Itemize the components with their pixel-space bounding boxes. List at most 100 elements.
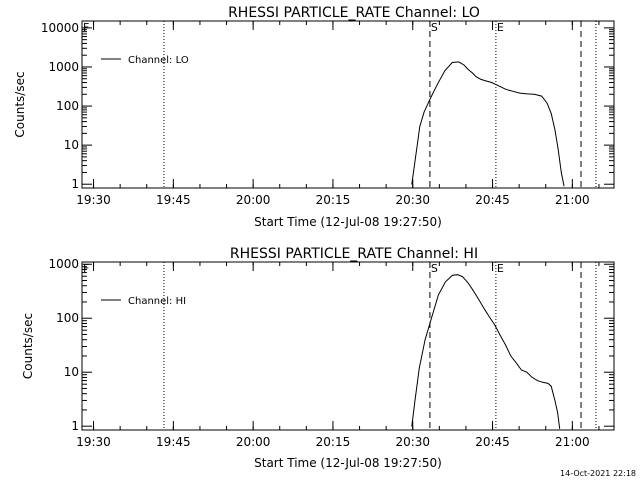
data-point bbox=[419, 126, 421, 127]
y-tick-label: 1 bbox=[71, 177, 79, 191]
chart-panel-lo: RHESSI PARTICLE_RATE Channel: LO Start Ti… bbox=[13, 5, 615, 229]
x-tick-label: 19:45 bbox=[156, 193, 191, 207]
event-marker-label: E bbox=[497, 262, 504, 275]
data-point bbox=[512, 90, 513, 92]
data-point bbox=[510, 355, 512, 357]
chart-title: RHESSI PARTICLE_RATE Channel: HI bbox=[230, 246, 478, 262]
data-point bbox=[467, 69, 469, 70]
y-tick-label: 10 bbox=[64, 365, 79, 379]
data-point bbox=[451, 62, 453, 63]
x-tick-label: 19:30 bbox=[76, 435, 111, 449]
data-point bbox=[519, 92, 521, 94]
y-tick-label: 100 bbox=[56, 99, 79, 113]
data-point bbox=[531, 377, 533, 378]
data-point bbox=[480, 79, 482, 80]
data-point bbox=[411, 425, 413, 427]
data-point bbox=[505, 344, 506, 346]
x-tick-label: 20:30 bbox=[395, 193, 430, 207]
data-point bbox=[533, 93, 535, 95]
data-point bbox=[537, 380, 538, 381]
data-point bbox=[424, 339, 426, 341]
y-tick-label: 1000 bbox=[48, 257, 79, 271]
x-axis-label: Start Time (12-Jul-08 19:27:50) bbox=[254, 215, 442, 229]
event-marker-label: S bbox=[431, 262, 438, 275]
data-point bbox=[563, 185, 565, 187]
data-point bbox=[542, 381, 544, 383]
legend-label: Channel: LO bbox=[128, 55, 189, 66]
data-point bbox=[415, 156, 416, 158]
x-tick-label: 19:30 bbox=[76, 193, 111, 207]
x-axis-label: Start Time (12-Jul-08 19:27:50) bbox=[254, 456, 442, 470]
data-point bbox=[437, 83, 438, 85]
data-point bbox=[475, 76, 477, 78]
data-point bbox=[557, 412, 558, 413]
data-point bbox=[521, 369, 522, 371]
event-marker-label: F bbox=[83, 21, 89, 34]
data-point bbox=[498, 85, 499, 87]
x-tick-label: 20:15 bbox=[316, 193, 351, 207]
data-point bbox=[483, 308, 485, 310]
data-point bbox=[444, 70, 446, 72]
plot-frame bbox=[81, 261, 615, 431]
data-point bbox=[489, 316, 490, 318]
y-axis-label: Counts/sec bbox=[13, 71, 27, 137]
data-point bbox=[462, 276, 463, 277]
y-tick-label: 100 bbox=[56, 311, 79, 325]
data-point bbox=[430, 97, 431, 99]
data-point bbox=[445, 281, 446, 283]
chart-title: RHESSI PARTICLE_RATE Channel: LO bbox=[228, 5, 480, 21]
data-point bbox=[550, 113, 552, 114]
data-point bbox=[463, 64, 465, 66]
series-group bbox=[411, 61, 565, 187]
chart-panel-hi: RHESSI PARTICLE_RATE Channel: HI Start Ti… bbox=[21, 246, 615, 470]
data-point bbox=[546, 102, 548, 104]
x-tick-label: 20:15 bbox=[316, 435, 351, 449]
x-tick-label: 20:45 bbox=[475, 193, 510, 207]
data-point bbox=[418, 367, 420, 369]
timestamp-label: 14-Oct-2021 22:18 bbox=[560, 469, 636, 478]
y-tick-label: 10 bbox=[64, 138, 79, 152]
data-point bbox=[559, 428, 561, 430]
data-point bbox=[505, 88, 506, 90]
series-line bbox=[411, 274, 561, 429]
data-point bbox=[477, 298, 479, 300]
data-point bbox=[467, 282, 469, 283]
data-point bbox=[438, 294, 439, 296]
data-point bbox=[550, 385, 552, 387]
data-point bbox=[451, 275, 453, 276]
data-point bbox=[547, 383, 549, 384]
data-point bbox=[472, 72, 473, 74]
x-tick-label: 20:00 bbox=[236, 435, 271, 449]
x-tick-label: 20:45 bbox=[475, 435, 510, 449]
data-point bbox=[515, 362, 517, 364]
data-point bbox=[414, 400, 416, 401]
data-point bbox=[554, 129, 556, 131]
series-group bbox=[411, 274, 561, 430]
plot-frame bbox=[81, 20, 615, 189]
data-point bbox=[526, 93, 528, 95]
data-point bbox=[499, 335, 501, 336]
x-tick-label: 21:00 bbox=[555, 193, 590, 207]
y-tick-label: 10000 bbox=[41, 21, 79, 35]
series-line bbox=[411, 61, 565, 187]
data-point bbox=[411, 183, 413, 185]
y-axis-label: Counts/sec bbox=[21, 313, 35, 379]
event-marker-label: F bbox=[83, 262, 89, 275]
data-point bbox=[541, 95, 542, 97]
data-point bbox=[457, 274, 458, 276]
legend-label: Channel: HI bbox=[128, 296, 186, 307]
data-point bbox=[472, 289, 474, 291]
x-tick-label: 20:00 bbox=[236, 193, 271, 207]
data-point bbox=[485, 80, 487, 82]
data-point bbox=[458, 61, 460, 63]
data-point bbox=[423, 111, 425, 113]
data-point bbox=[491, 82, 492, 83]
data-point bbox=[554, 400, 556, 401]
data-point bbox=[557, 148, 559, 150]
event-marker-label: S bbox=[431, 21, 438, 34]
event-marker-label: E bbox=[497, 21, 504, 34]
x-tick-label: 19:45 bbox=[156, 435, 191, 449]
data-point bbox=[526, 371, 528, 373]
data-point bbox=[494, 324, 496, 326]
